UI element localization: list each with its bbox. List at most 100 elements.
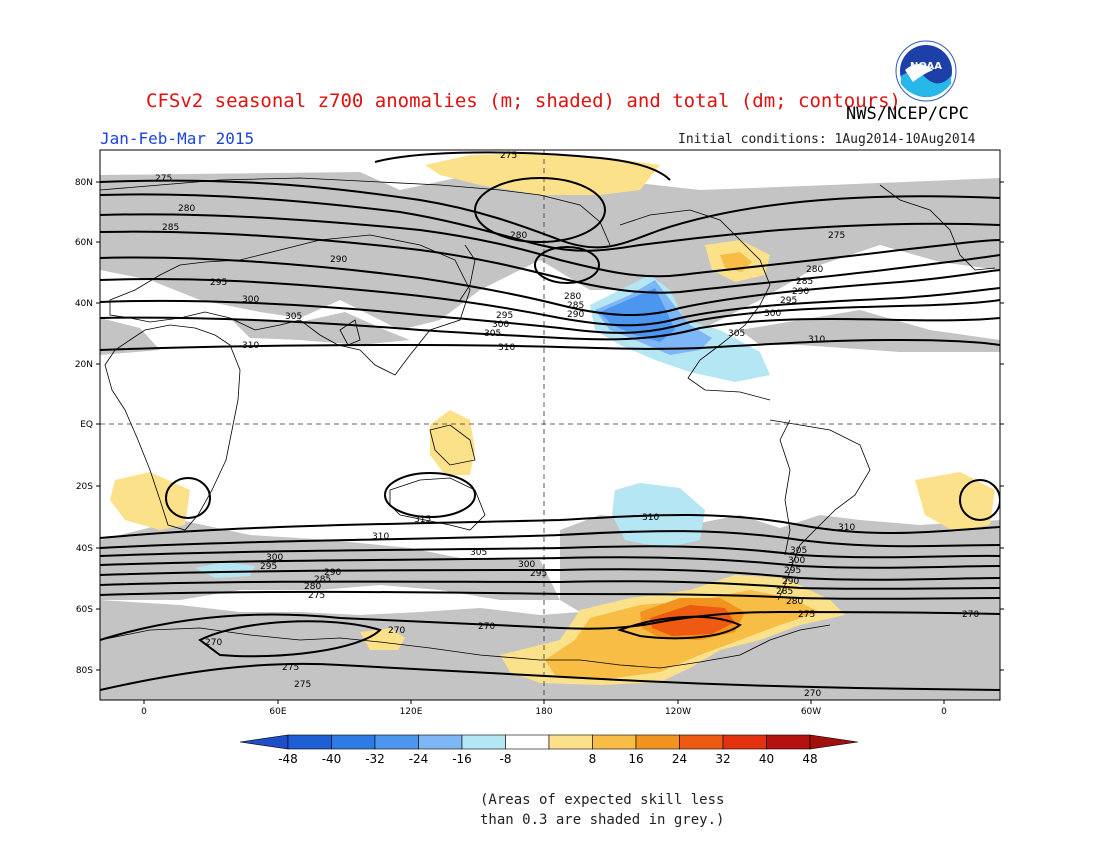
lon-label-3: 180 xyxy=(535,707,552,717)
contour-label-280-e: 280 xyxy=(304,582,321,592)
contour-label-305-c: 305 xyxy=(728,329,745,339)
contour-label-275-top: 275 xyxy=(500,151,517,161)
lon-label-5: 60W xyxy=(801,707,821,717)
contour-label-310-e: 310 xyxy=(838,523,855,533)
colorbar-swatch-1 xyxy=(331,734,376,750)
contour-label-275-e: 275 xyxy=(798,610,815,620)
colorbar-swatch-11 xyxy=(766,734,811,750)
colorbar-label-7: 16 xyxy=(628,752,643,766)
contour-label-280-c: 280 xyxy=(564,292,581,302)
skill-note-line-2: than 0.3 are shaded in grey.) xyxy=(480,812,725,828)
contour-label-275: 275 xyxy=(155,174,172,184)
contour-label-280-d: 280 xyxy=(806,265,823,275)
contour-label-300-b: 300 xyxy=(492,320,509,330)
colorbar-low-arrow xyxy=(239,734,289,750)
colorbar-label-6: 8 xyxy=(589,752,597,766)
contour-label-290-e: 290 xyxy=(782,577,799,587)
contour-label-285: 285 xyxy=(162,223,179,233)
lat-label-5: 20S xyxy=(76,482,93,492)
colorbar-label-3: -24 xyxy=(409,752,429,766)
noaa-logo-icon: NOAA xyxy=(895,40,957,102)
colorbar-label-1: -40 xyxy=(322,752,342,766)
colorbar-swatch-10 xyxy=(722,734,767,750)
contour-label-270-e: 270 xyxy=(804,689,821,699)
lat-label-8: 80S xyxy=(76,666,93,676)
contour-label-295: 295 xyxy=(210,278,227,288)
lat-label-4: EQ xyxy=(80,420,93,430)
contour-labels: 275 275 280 285 290 295 300 305 310 280 … xyxy=(155,151,979,699)
contour-label-285-e: 285 xyxy=(776,587,793,597)
contour-label-310-d: 310 xyxy=(642,513,659,523)
lon-label-4: 120W xyxy=(665,707,691,717)
noaa-logo-text: NOAA xyxy=(910,61,942,72)
colorbar-swatch-5 xyxy=(505,734,550,750)
season-label: Jan-Feb-Mar 2015 xyxy=(100,129,255,148)
colorbar-swatch-4 xyxy=(461,734,506,750)
lat-label-1: 60N xyxy=(75,238,93,248)
contour-label-315: 315 xyxy=(414,515,431,525)
colorbar-label-10: 40 xyxy=(759,752,774,766)
map-frame xyxy=(99,149,1001,701)
lat-label-6: 40S xyxy=(76,544,93,554)
lat-label-2: 40N xyxy=(75,299,93,309)
colorbar-label-11: 48 xyxy=(802,752,817,766)
colorbar-label-5: -8 xyxy=(500,752,512,766)
lon-label-6: 0 xyxy=(941,707,947,717)
contour-label-280-b: 280 xyxy=(510,231,527,241)
colorbar-swatch-3 xyxy=(418,734,463,750)
contour-label-275-g: 275 xyxy=(294,680,311,690)
lat-label-7: 60S xyxy=(76,605,93,615)
contour-label-270-b: 270 xyxy=(478,622,495,632)
contour-label-305-d: 305 xyxy=(470,548,487,558)
lon-label-1: 60E xyxy=(269,707,286,717)
contour-label-300-d: 300 xyxy=(518,560,535,570)
contour-label-305-b: 305 xyxy=(484,329,501,339)
colorbar-swatch-9 xyxy=(679,734,724,750)
latitude-axis: 80N 60N 40N 20N EQ 20S 40S 60S 80S xyxy=(75,178,1004,676)
contour-label-310-f: 310 xyxy=(372,532,389,542)
contour-label-270-c: 270 xyxy=(388,626,405,636)
contour-label-290: 290 xyxy=(330,255,347,265)
contour-label-290-c: 290 xyxy=(792,287,809,297)
initial-conditions-label: Initial conditions: 1Aug2014-10Aug2014 xyxy=(678,132,976,147)
contour-label-300-f: 300 xyxy=(788,556,805,566)
contour-label-285-b: 285 xyxy=(567,301,584,311)
colorbar-label-4: -16 xyxy=(452,752,472,766)
lat-label-3: 20N xyxy=(75,360,93,370)
contour-label-275-f: 275 xyxy=(282,663,299,673)
lat-label-0: 80N xyxy=(75,178,93,188)
colorbar: -48 -40 -32 -24 -16 -8 8 16 24 32 40 48 xyxy=(239,734,859,766)
contour-label-295-b: 295 xyxy=(496,311,513,321)
contour-label-270-d: 270 xyxy=(205,638,222,648)
coastlines xyxy=(100,177,996,669)
contour-label-310: 310 xyxy=(242,341,259,351)
contour-label-295-e: 295 xyxy=(260,562,277,572)
colorbar-label-0: -48 xyxy=(278,752,298,766)
contour-label-275-c: 275 xyxy=(828,231,845,241)
agency-label: NWS/NCEP/CPC xyxy=(846,104,969,124)
height-contours xyxy=(100,151,1000,691)
positive-anomaly-areas xyxy=(110,153,995,685)
colorbar-swatch-8 xyxy=(635,734,680,750)
colorbar-swatch-2 xyxy=(374,734,419,750)
contour-label-310-c: 310 xyxy=(808,335,825,345)
contour-label-295-f: 295 xyxy=(784,566,801,576)
colorbar-label-8: 24 xyxy=(672,752,687,766)
contour-label-300-c: 300 xyxy=(764,309,781,319)
contour-label-280-f: 280 xyxy=(786,597,803,607)
contour-label-290-b: 290 xyxy=(567,310,584,320)
colorbar-swatch-0 xyxy=(287,734,332,750)
contour-label-285-d: 285 xyxy=(314,575,331,585)
skill-note-line-1: (Areas of expected skill less xyxy=(480,792,725,808)
colorbar-label-2: -32 xyxy=(365,752,385,766)
contour-label-270: 270 xyxy=(962,610,979,620)
contour-label-295-c: 295 xyxy=(780,296,797,306)
lon-label-0: 0 xyxy=(141,707,147,717)
contour-label-290-d: 290 xyxy=(324,568,341,578)
contour-label-310-b: 310 xyxy=(498,343,515,353)
longitude-axis: 0 60E 120E 180 120W 60W 0 xyxy=(141,700,947,717)
colorbar-swatch-6 xyxy=(548,734,593,750)
contour-label-280: 280 xyxy=(178,204,195,214)
contour-label-305: 305 xyxy=(285,312,302,322)
